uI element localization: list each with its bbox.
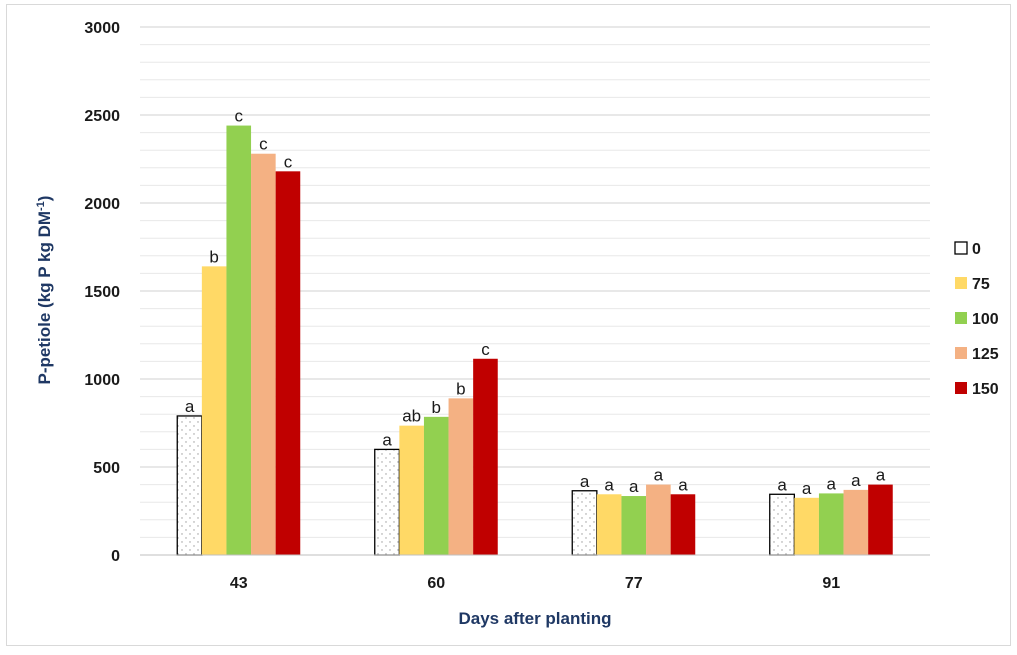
y-tick-label: 0 [111, 548, 120, 565]
bar-75-91 [794, 497, 819, 555]
x-tick-label: 77 [625, 575, 643, 592]
legend-label-125: 125 [972, 346, 999, 363]
significance-label: a [604, 475, 614, 494]
bar-0-60 [374, 448, 401, 556]
bar-100-60 [423, 416, 449, 555]
bar-100-77 [621, 496, 647, 555]
y-tick-label: 2500 [84, 108, 120, 125]
significance-label: c [235, 107, 244, 126]
significance-label: a [777, 475, 787, 494]
legend-swatch-150 [955, 382, 967, 394]
significance-label: a [827, 474, 837, 493]
significance-label: a [580, 472, 590, 491]
legend-swatch-75 [955, 277, 967, 289]
y-tick-label: 1500 [84, 284, 120, 301]
bar-0-77 [571, 490, 598, 556]
y-tick-label: 3000 [84, 20, 120, 37]
bar-100-43 [226, 125, 252, 555]
bar-150-91 [868, 484, 893, 555]
y-axis-title-main: P-petiole (kg P kg DM [35, 211, 54, 385]
significance-label: a [851, 471, 861, 490]
significance-label: a [629, 477, 639, 496]
bar-150-60 [473, 358, 498, 555]
significance-label: b [432, 398, 441, 417]
significance-label: b [209, 247, 218, 266]
legend: 0 75 100 125 150 [954, 241, 999, 398]
bar-0-43 [176, 415, 203, 556]
significance-label: a [382, 430, 392, 449]
significance-label: a [876, 466, 886, 485]
y-axis-title: P-petiole (kg P kg DM-1) [35, 196, 54, 385]
bar-125-60 [448, 398, 474, 555]
bar-75-60 [399, 425, 424, 555]
bar-100-91 [818, 493, 844, 555]
y-axis-title-superscript: -1 [35, 201, 47, 211]
bar-125-91 [843, 489, 869, 555]
significance-label: c [259, 135, 268, 154]
y-tick-label: 2000 [84, 196, 120, 213]
legend-label-75: 75 [972, 276, 990, 293]
significance-label: c [284, 152, 293, 171]
bar-150-43 [275, 171, 301, 555]
x-tick-label: 60 [427, 575, 445, 592]
bar-150-77 [670, 494, 696, 555]
legend-swatch-125 [955, 347, 967, 359]
bar-0-91 [769, 493, 796, 556]
y-axis-title-suffix: ) [35, 196, 54, 202]
x-tick-label: 91 [822, 575, 840, 592]
significance-label: a [654, 466, 664, 485]
significance-label: a [185, 397, 195, 416]
bar-125-43 [251, 153, 276, 555]
bar-75-77 [596, 494, 622, 555]
legend-swatch-0 [954, 241, 968, 255]
bar-125-77 [646, 484, 671, 555]
significance-label: ab [402, 407, 421, 426]
legend-label-0: 0 [972, 241, 981, 258]
significance-label: a [802, 479, 812, 498]
legend-swatch-100 [955, 312, 967, 324]
axes: 0 500 1000 1500 2000 2500 3000 43 60 77 91 [84, 20, 930, 592]
legend-label-100: 100 [972, 311, 999, 328]
y-tick-label: 1000 [84, 372, 120, 389]
bars [176, 125, 893, 556]
y-tick-label: 500 [93, 460, 120, 477]
significance-label: b [456, 379, 465, 398]
x-axis-title: Days after planting [458, 609, 611, 628]
significance-label: c [481, 340, 490, 359]
x-tick-label: 43 [230, 575, 248, 592]
legend-label-150: 150 [972, 381, 999, 398]
bar-75-43 [201, 266, 227, 555]
significance-label: a [678, 475, 688, 494]
